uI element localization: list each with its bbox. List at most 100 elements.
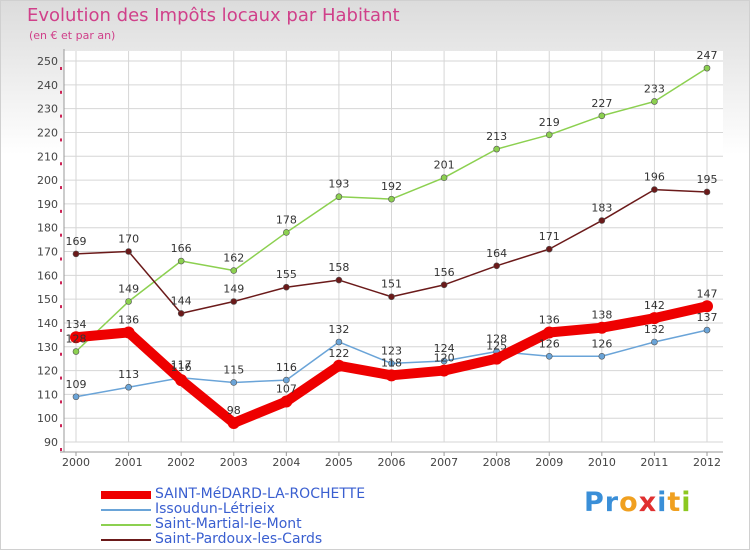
data-point	[125, 248, 132, 255]
data-label: 142	[644, 299, 665, 312]
data-point	[598, 352, 606, 360]
data-label: 233	[644, 82, 665, 95]
data-label: 178	[276, 213, 297, 226]
data-label: 192	[381, 180, 402, 193]
y-tick-label: 180	[37, 222, 58, 235]
legend-item-saint-pardoux: Saint-Pardoux-les-Cards	[101, 532, 421, 547]
data-label: 125	[486, 340, 507, 353]
data-point	[335, 276, 343, 284]
data-point	[230, 267, 238, 274]
logo-letter: o	[619, 487, 639, 518]
x-tick-label: 2006	[378, 456, 406, 469]
y-tick-label: 240	[37, 79, 58, 92]
data-point	[230, 298, 238, 305]
data-label: 107	[276, 383, 297, 396]
data-point	[335, 338, 343, 346]
data-label: 183	[591, 202, 612, 215]
data-label: 126	[539, 337, 560, 350]
data-point	[388, 195, 395, 203]
data-point	[648, 312, 661, 325]
data-label: 164	[486, 247, 507, 260]
data-label: 169	[66, 235, 87, 248]
data-label: 138	[591, 309, 612, 322]
data-point	[545, 245, 553, 253]
chart-subtitle: (en € et par an)	[29, 29, 116, 42]
data-point	[388, 293, 395, 301]
data-label: 156	[434, 266, 455, 279]
data-point	[122, 326, 135, 339]
y-tick-label: 250	[37, 55, 58, 68]
data-label: 171	[539, 230, 560, 243]
data-point	[703, 188, 711, 196]
y-tick-label: 140	[37, 317, 58, 330]
data-label: 128	[486, 333, 507, 346]
x-tick-label: 2011	[640, 456, 668, 469]
data-label: 144	[171, 294, 192, 307]
data-point	[283, 376, 290, 384]
data-point	[227, 416, 240, 429]
data-point	[701, 300, 713, 313]
legend-label-issoudun: Issoudun-Létrieix	[155, 501, 275, 517]
x-tick-label: 2001	[115, 456, 143, 469]
data-label: 128	[66, 333, 87, 346]
x-tick-label: 2007	[430, 456, 458, 469]
data-label: 123	[381, 344, 402, 357]
data-point	[438, 364, 451, 377]
data-point	[651, 186, 658, 193]
proxiti-logo: Proxiti	[584, 487, 692, 518]
data-point	[440, 281, 448, 289]
logo-letter: r	[604, 487, 620, 518]
data-label: 115	[223, 363, 244, 376]
data-label: 213	[486, 130, 507, 143]
data-label: 195	[697, 173, 718, 186]
data-point	[177, 310, 185, 317]
y-tick-label: 210	[37, 150, 58, 163]
logo-letter: x	[638, 487, 658, 518]
data-label: 219	[539, 116, 560, 129]
data-point	[651, 338, 658, 346]
x-tick-label: 2004	[272, 456, 300, 469]
data-label: 162	[223, 252, 244, 265]
data-point	[598, 217, 606, 224]
data-point	[72, 348, 80, 355]
data-label: 118	[381, 356, 402, 369]
data-label: 109	[66, 378, 87, 391]
legend-label-saint-pardoux: Saint-Pardoux-les-Cards	[155, 531, 323, 547]
data-label: 116	[276, 361, 297, 374]
data-point	[545, 131, 553, 139]
legend-label-saint-martial: Saint-Martial-le-Mont	[155, 516, 302, 532]
x-tick-label: 2002	[167, 456, 195, 469]
data-label: 126	[591, 337, 612, 350]
data-label: 151	[381, 278, 402, 291]
data-label: 247	[697, 49, 718, 62]
legend-item-saint-martial: Saint-Martial-le-Mont	[101, 517, 421, 532]
data-point	[283, 283, 290, 291]
y-tick-label: 90	[44, 436, 58, 449]
logo-letter: i	[657, 487, 668, 518]
data-point	[332, 359, 345, 372]
data-label: 116	[171, 361, 192, 374]
data-point	[230, 379, 238, 386]
y-tick-label: 220	[37, 126, 58, 139]
y-tick-label: 230	[37, 103, 58, 116]
legend-item-saint-medard: SAINT-MéDARD-LA-ROCHETTE	[101, 487, 421, 502]
logo-letter: i	[681, 487, 692, 518]
data-point	[651, 98, 658, 105]
data-label: 193	[328, 178, 349, 191]
data-point	[598, 112, 606, 120]
legend-swatch-saint-medard	[101, 491, 151, 499]
data-label: 136	[539, 313, 560, 326]
data-point	[703, 64, 711, 72]
data-label: 170	[118, 233, 139, 246]
data-label: 122	[328, 347, 349, 360]
data-point	[493, 262, 500, 270]
data-label: 124	[434, 342, 455, 355]
y-tick-label: 150	[37, 293, 58, 306]
data-point	[703, 326, 711, 334]
legend-swatch-saint-martial	[101, 524, 151, 526]
chart-title: Evolution des Impôts locaux par Habitant	[27, 5, 400, 26]
y-tick-label: 100	[37, 412, 58, 425]
data-label: 113	[118, 368, 139, 381]
data-label: 201	[434, 159, 455, 172]
